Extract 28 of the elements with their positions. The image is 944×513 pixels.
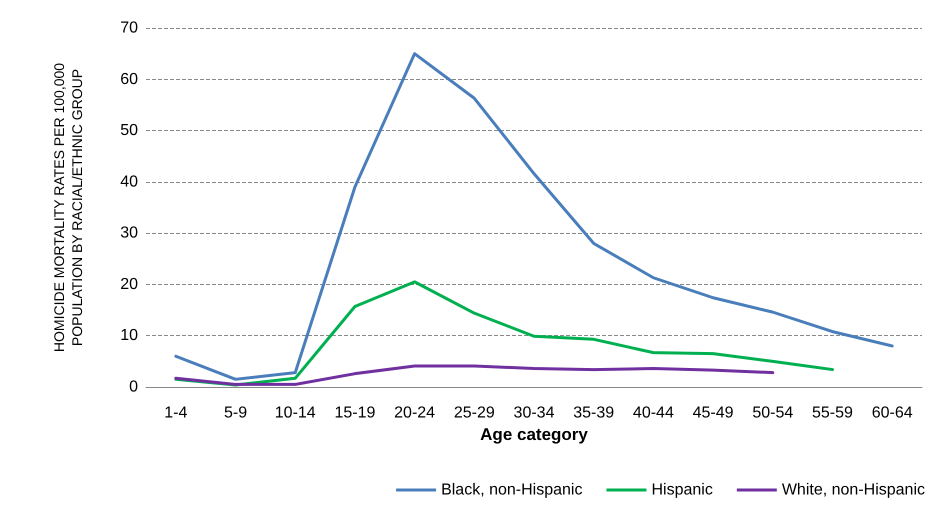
x-tick-label: 35-39 bbox=[573, 404, 614, 422]
x-tick-label: 30-34 bbox=[514, 404, 555, 422]
x-tick-label: 40-44 bbox=[632, 404, 674, 422]
y-tick-label: 20 bbox=[120, 276, 138, 293]
x-tick-label: 5-9 bbox=[224, 404, 248, 422]
y-axis-title: HOMICIDE MORTALITY RATES PER 100,000 POPULATION BY RACIAL/ETHNIC GROUP bbox=[51, 62, 85, 352]
y-tick-label: 0 bbox=[129, 378, 138, 396]
legend-label: White, non-Hispanic bbox=[782, 482, 925, 498]
x-tick-label: 15-19 bbox=[334, 404, 376, 422]
x-tick-label: 45-49 bbox=[692, 404, 734, 422]
y-tick-label: 10 bbox=[120, 327, 138, 344]
y-tick-label: 60 bbox=[120, 70, 138, 88]
x-tick-label: 10-14 bbox=[274, 404, 316, 422]
x-tick-label: 55-59 bbox=[812, 404, 854, 422]
x-tick-label: 1-4 bbox=[164, 404, 188, 422]
line-series bbox=[174, 364, 774, 386]
x-axis-title: Age category bbox=[480, 424, 588, 444]
x-tick-label: 50-54 bbox=[752, 404, 794, 422]
legend-label: Hispanic bbox=[651, 482, 713, 498]
y-tick-label: 40 bbox=[120, 173, 138, 190]
y-tick-label: 30 bbox=[120, 224, 138, 242]
y-tick-label: 70 bbox=[120, 20, 138, 36]
x-tick-label: 20-24 bbox=[394, 404, 436, 422]
x-tick-label: 25-29 bbox=[454, 404, 495, 422]
y-tick-label: 50 bbox=[120, 122, 138, 140]
x-tick-label: 60-64 bbox=[872, 404, 913, 422]
legend-label: Black, non-Hispanic bbox=[441, 482, 582, 498]
line-series bbox=[174, 52, 894, 381]
